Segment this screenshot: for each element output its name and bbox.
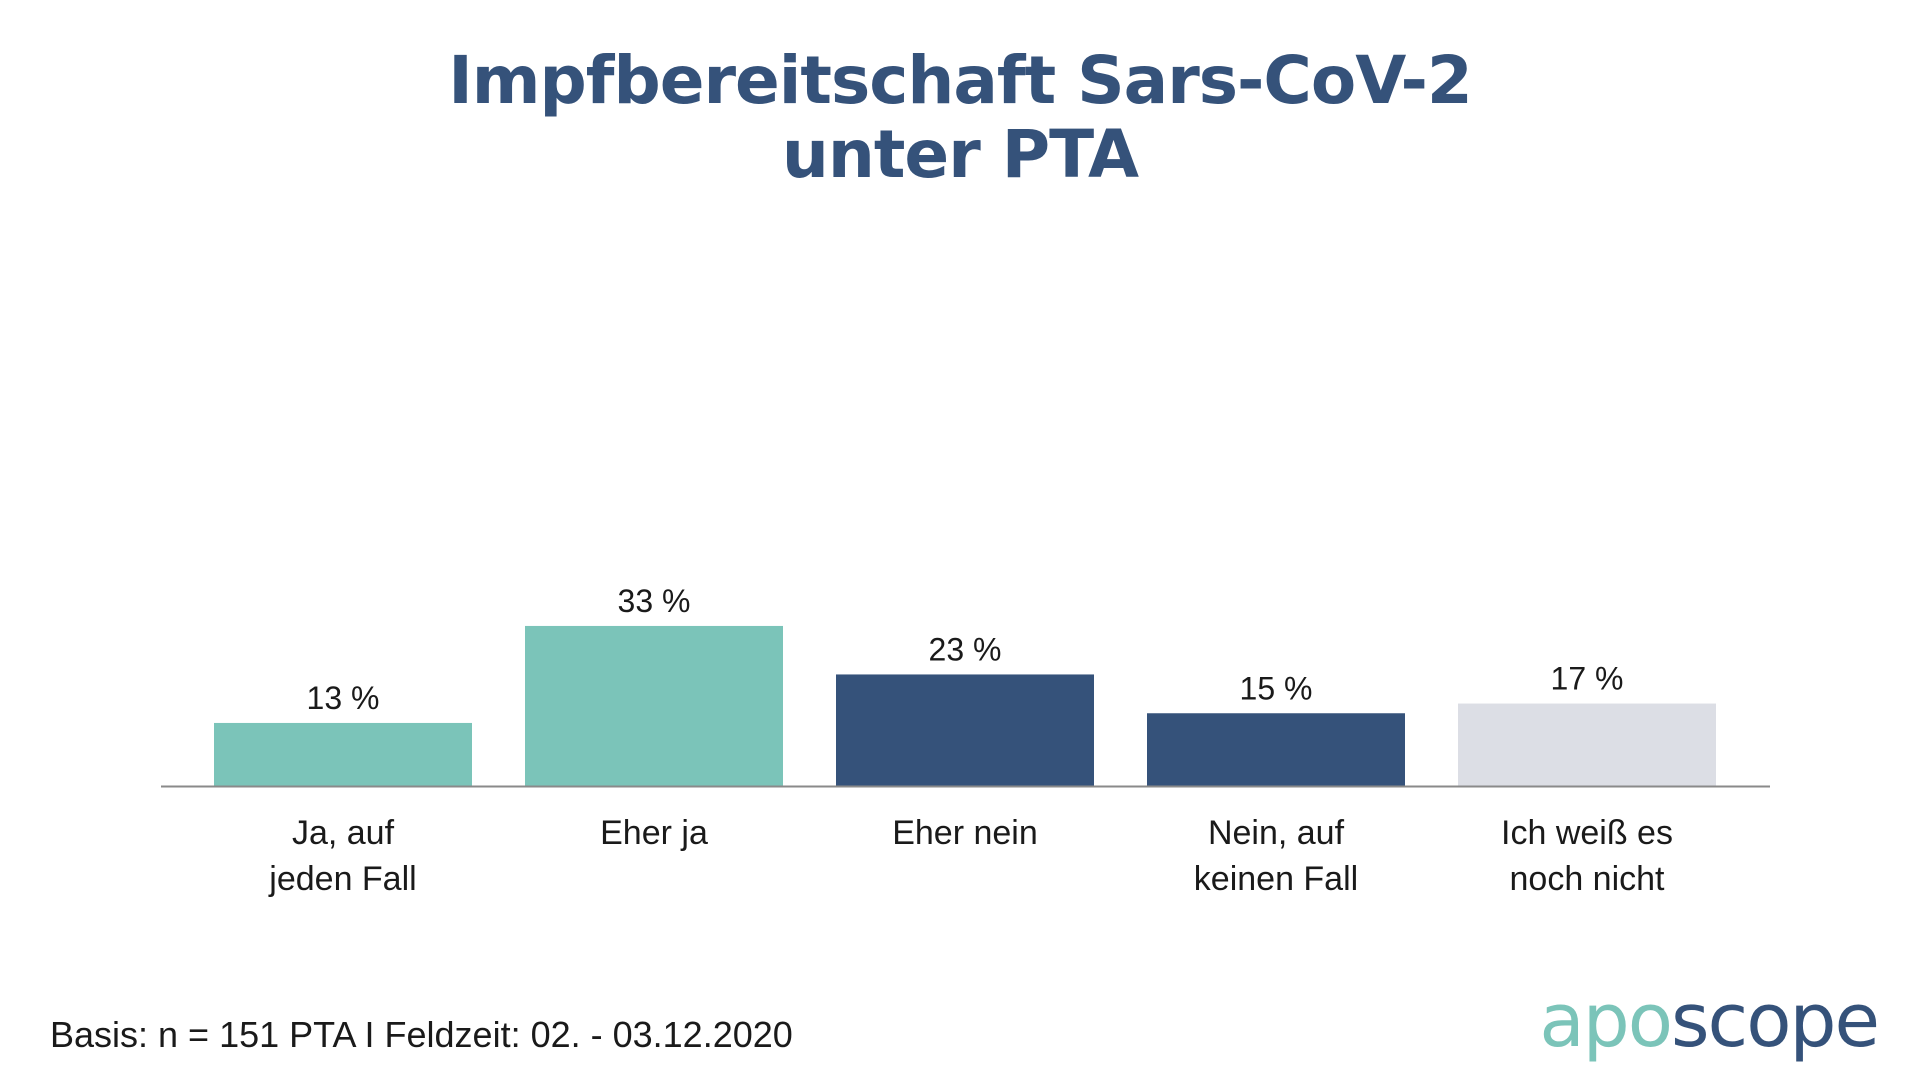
footnote-basis: Basis: n = 151 PTA I Feldzeit: 02. - 03.… <box>50 1014 793 1055</box>
category-label-1: Ja, auf jeden Fall <box>268 814 416 898</box>
aposcope-logo: aposcope <box>1539 984 1880 1058</box>
category-label-2: Eher ja <box>600 814 708 852</box>
data-label-4: 15 % <box>1240 670 1313 706</box>
category-label-4: Nein, auf keinen Fall <box>1194 814 1358 898</box>
bar-1 <box>214 722 472 786</box>
chart-title-line-2: unter PTA <box>781 116 1139 193</box>
bar-3 <box>836 674 1094 786</box>
category-label-3: Eher nein <box>892 814 1038 852</box>
bar-2 <box>525 625 783 786</box>
data-label-1: 13 % <box>307 680 380 716</box>
logo-part-scope: scope <box>1670 978 1880 1064</box>
data-label-2: 33 % <box>618 583 691 619</box>
chart-title-line-1: Impfbereitschaft Sars-CoV-2 <box>448 42 1473 119</box>
category-label-5: Ich weiß es noch nicht <box>1501 814 1673 898</box>
logo-part-apo: apo <box>1539 978 1673 1064</box>
bar-4 <box>1147 713 1405 786</box>
data-label-5: 17 % <box>1551 661 1624 697</box>
data-label-3: 23 % <box>929 631 1002 667</box>
bar-5 <box>1458 703 1716 786</box>
